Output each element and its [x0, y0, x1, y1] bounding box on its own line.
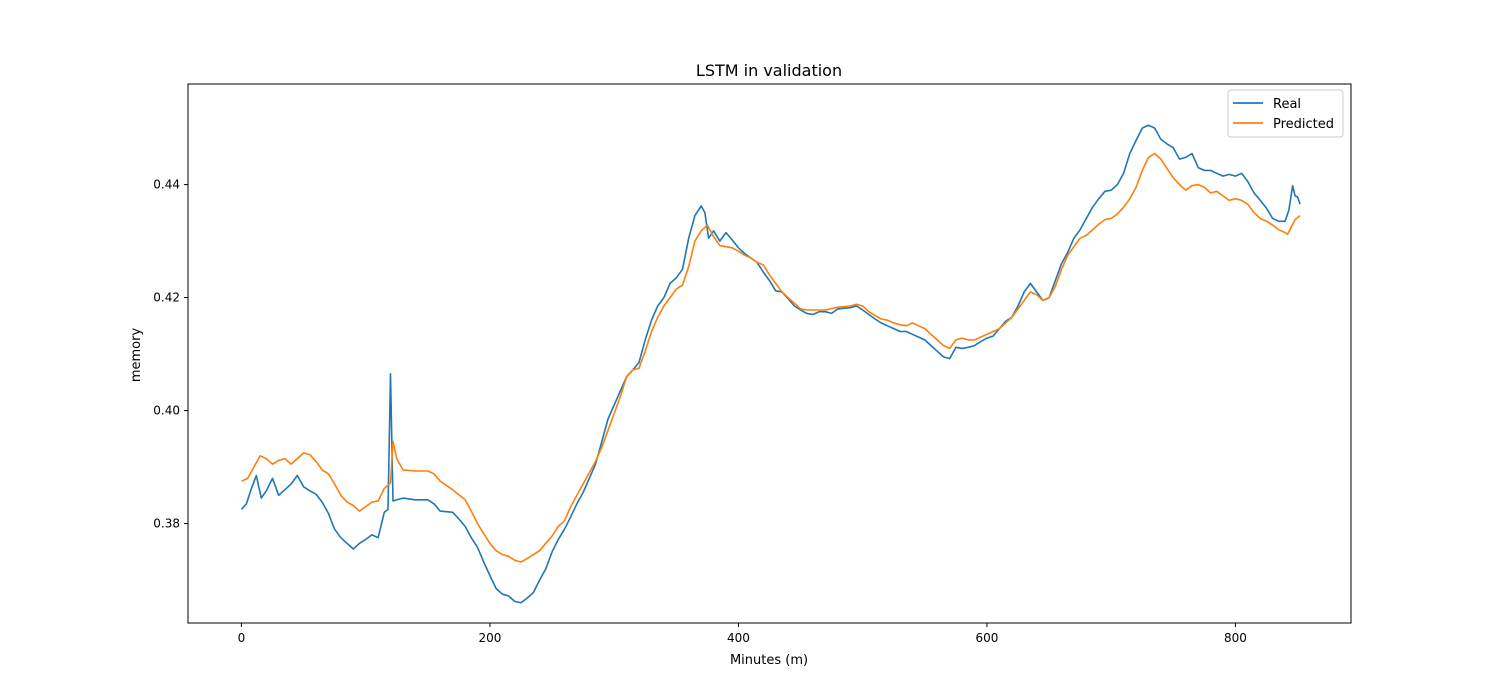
- legend-label-predicted: Predicted: [1273, 117, 1334, 132]
- y-axis-label: memory: [129, 328, 144, 383]
- legend: Real Predicted: [1227, 89, 1344, 138]
- x-tick-label: 0: [238, 631, 246, 645]
- y-tick-label: 0.44: [153, 178, 180, 192]
- x-axis-ticks: 0 200 400 600 800: [238, 623, 1247, 645]
- y-tick-label: 0.40: [153, 404, 180, 418]
- series-line-real: [240, 124, 1301, 604]
- legend-label-real: Real: [1273, 97, 1301, 112]
- y-tick-label: 0.38: [153, 517, 180, 531]
- series-line-predicted: [241, 152, 1301, 563]
- x-tick-label: 200: [478, 631, 501, 645]
- legend-box: [1227, 89, 1344, 138]
- x-tick-label: 800: [1224, 631, 1247, 645]
- y-tick-label: 0.42: [153, 291, 180, 305]
- chart-title: LSTM in validation: [696, 61, 842, 80]
- x-tick-label: 400: [727, 631, 750, 645]
- plot-frame: [187, 83, 1352, 624]
- y-axis-ticks: 0.38 0.40 0.42 0.44: [153, 178, 188, 531]
- series-group: [240, 124, 1301, 604]
- x-tick-label: 600: [975, 631, 998, 645]
- x-axis-label: Minutes (m): [730, 653, 808, 668]
